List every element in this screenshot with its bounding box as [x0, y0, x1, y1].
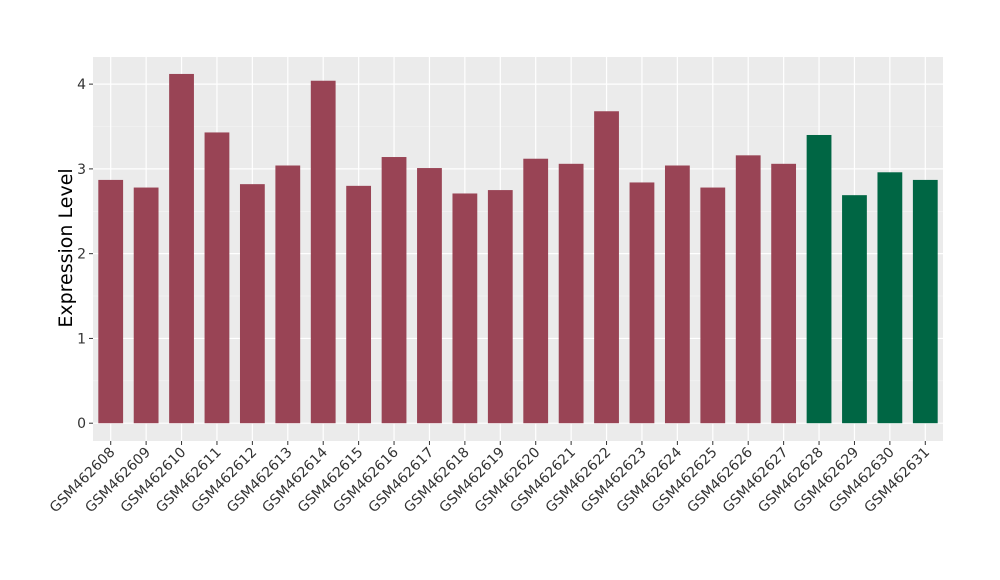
y-tick-label: 4 — [77, 77, 86, 93]
bar — [700, 187, 726, 424]
bar — [487, 190, 513, 424]
bar — [275, 165, 301, 424]
y-tick-label: 0 — [77, 416, 86, 432]
y-axis-label: Expression Level — [55, 168, 77, 327]
bar — [523, 158, 549, 424]
bar — [806, 134, 832, 424]
bar — [629, 182, 655, 424]
bar — [664, 165, 690, 424]
y-tick-label: 3 — [77, 162, 86, 178]
bar — [204, 132, 230, 424]
bar — [133, 187, 159, 424]
bar — [346, 185, 372, 424]
bar — [381, 157, 407, 424]
bar — [877, 172, 903, 424]
y-tick-label: 2 — [77, 247, 86, 263]
bar — [558, 163, 584, 424]
bar — [912, 179, 938, 424]
bar — [594, 111, 619, 424]
bar — [310, 80, 336, 424]
bar — [169, 73, 194, 424]
bar — [735, 155, 761, 424]
panel — [93, 57, 943, 441]
bar — [239, 184, 265, 424]
bar — [842, 195, 867, 424]
bar — [98, 179, 124, 424]
bar — [771, 163, 797, 424]
y-tick-label: 1 — [77, 331, 86, 347]
bar — [417, 168, 442, 424]
bar — [452, 193, 478, 424]
